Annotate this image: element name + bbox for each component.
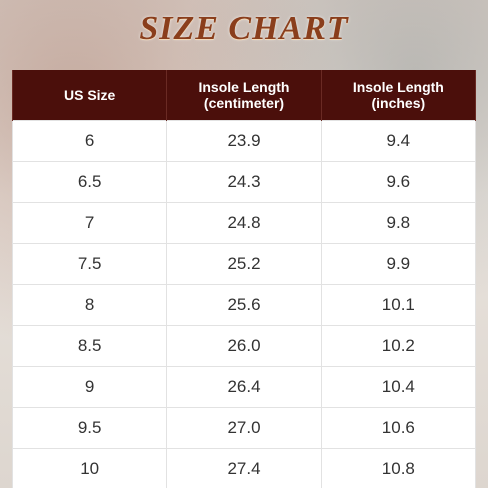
table-cell: 9.4 <box>320 120 477 162</box>
table-cell: 10.2 <box>320 325 477 367</box>
table-cell: 9.6 <box>320 161 477 203</box>
table-row: 6 23.9 9.4 <box>11 120 477 162</box>
table-row: 7.5 25.2 9.9 <box>11 243 477 285</box>
header-row: US Size Insole Length (centimeter) Insole … <box>11 70 477 121</box>
table-row: 9 26.4 10.4 <box>11 366 477 408</box>
title: SIZE CHART <box>139 10 349 47</box>
table-row: 7 24.8 9.8 <box>11 202 477 244</box>
table-cell: 25.2 <box>166 243 322 285</box>
table-cell: 27.0 <box>166 407 322 449</box>
size-table: US Size Insole Length (centimeter) Insole … <box>11 70 477 488</box>
table-row: 10 27.4 10.8 <box>11 448 477 488</box>
table-cell: 9.5 <box>11 407 168 449</box>
column-header: Insole Length (centimeter) <box>166 70 322 121</box>
table-cell: 10.6 <box>320 407 477 449</box>
table-row: 8 25.6 10.1 <box>11 284 477 326</box>
table-cell: 23.9 <box>166 120 322 162</box>
table-row: 6.5 24.3 9.6 <box>11 161 477 203</box>
table-cell: 6.5 <box>11 161 168 203</box>
table-row: 9.5 27.0 10.6 <box>11 407 477 449</box>
table-cell: 6 <box>11 120 168 162</box>
table-cell: 9.9 <box>320 243 477 285</box>
table-cell: 25.6 <box>166 284 322 326</box>
table-cell: 26.0 <box>166 325 322 367</box>
column-header: US Size <box>11 70 168 121</box>
table-cell: 9.8 <box>320 202 477 244</box>
table-cell: 8.5 <box>11 325 168 367</box>
table-cell: 24.8 <box>166 202 322 244</box>
table-cell: 10 <box>11 448 168 488</box>
table-header: US Size Insole Length (centimeter) Insole … <box>11 70 477 121</box>
table-cell: 8 <box>11 284 168 326</box>
table-cell: 10.1 <box>320 284 477 326</box>
table-body: 6 23.9 9.4 6.5 24.3 9.6 7 24.8 9.8 7.5 25.2 9.9 8 25.… <box>11 120 477 488</box>
table-cell: 24.3 <box>166 161 322 203</box>
table-cell: 9 <box>11 366 168 408</box>
column-header: Insole Length (inches) <box>320 70 477 121</box>
table-cell: 26.4 <box>166 366 322 408</box>
table-cell: 10.4 <box>320 366 477 408</box>
table-cell: 27.4 <box>166 448 322 488</box>
table-cell: 10.8 <box>320 448 477 488</box>
table-cell: 7.5 <box>11 243 168 285</box>
table-row: 8.5 26.0 10.2 <box>11 325 477 367</box>
table-cell: 7 <box>11 202 168 244</box>
